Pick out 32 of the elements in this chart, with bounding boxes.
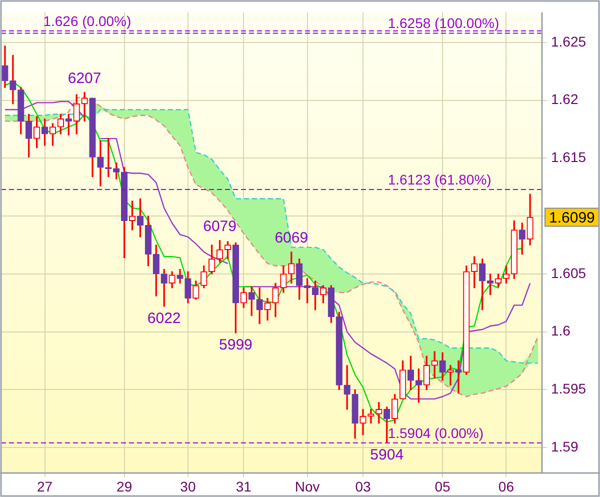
x-tick-label: 30 bbox=[180, 478, 196, 494]
annotation: 6022 bbox=[147, 310, 181, 327]
candlestick bbox=[447, 365, 454, 386]
ref-line-label: 1.6258 (100.00%) bbox=[388, 15, 500, 32]
y-tick-label: 1.615 bbox=[551, 149, 586, 166]
y-tick-label: 1.6 bbox=[551, 322, 571, 339]
x-tick-label: 31 bbox=[236, 478, 252, 494]
y-tick-label: 1.595 bbox=[551, 380, 586, 397]
x-tick-label: 05 bbox=[434, 478, 451, 494]
text: 1.6099 bbox=[549, 209, 595, 226]
annotation: 6207 bbox=[68, 70, 102, 87]
ref-line-label: 1.6123 (61.80%) bbox=[388, 171, 492, 188]
candlestick bbox=[368, 409, 374, 424]
x-tick-label: 29 bbox=[116, 478, 132, 494]
annotation: 6069 bbox=[274, 230, 308, 247]
annotation: 6079 bbox=[203, 218, 236, 236]
annotation: 5904 bbox=[370, 446, 404, 464]
candlestick bbox=[455, 360, 462, 394]
ref-line-label: 1.5904 (0.00%) bbox=[388, 424, 484, 441]
y-tick-label: 1.625 bbox=[551, 33, 586, 50]
annotation: 5999 bbox=[219, 336, 252, 354]
y-tick-label: 1.59 bbox=[551, 438, 578, 454]
candlestick bbox=[97, 140, 104, 186]
x-tick-label: 03 bbox=[355, 478, 371, 494]
candlestick bbox=[10, 54, 16, 104]
y-tick-label: 1.605 bbox=[551, 264, 586, 281]
ref-line-label: 1.626 (0.00%) bbox=[43, 12, 132, 29]
x-tick-label: 27 bbox=[36, 478, 53, 494]
y-tick-label: 1.62 bbox=[551, 91, 578, 108]
x-tick-label: Nov bbox=[294, 478, 320, 494]
candlestick bbox=[81, 92, 88, 122]
x-tick-label: 06 bbox=[498, 478, 514, 494]
